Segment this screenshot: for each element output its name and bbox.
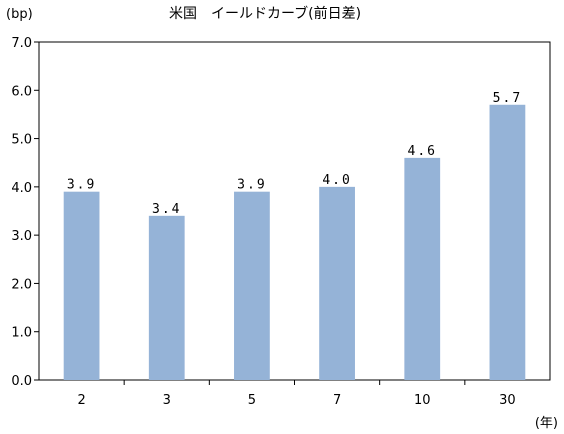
bar-5 <box>234 191 270 380</box>
y-tick-label: 5.0 <box>11 133 32 148</box>
plot-area-frame <box>38 41 551 381</box>
y-tick-label: 3.0 <box>11 229 32 244</box>
x-tick-label: 5 <box>248 393 256 408</box>
y-tick-label: 4.0 <box>11 181 32 196</box>
data-label-2: 3.9 <box>67 178 96 193</box>
bar-series: 3.9 3.4 3.9 4.0 4.6 5.7 <box>63 91 526 381</box>
bar-10 <box>404 157 441 380</box>
bar-2 <box>63 191 100 380</box>
y-tick-label: 0.0 <box>11 374 32 389</box>
bar-7 <box>319 186 355 380</box>
y-tick-label: 2.0 <box>11 277 32 292</box>
y-tick-label: 7.0 <box>11 36 32 51</box>
x-tick-label: 10 <box>414 393 431 408</box>
x-tick-label: 7 <box>333 393 341 408</box>
y-axis-unit-label: (bp) <box>6 7 33 22</box>
chart-title: 米国 イールドカーブ(前日差) <box>169 5 361 22</box>
x-tick-label: 30 <box>499 393 516 408</box>
x-axis-unit-label: (年) <box>535 416 558 431</box>
x-axis: 2 3 5 7 10 30 <box>77 380 516 408</box>
data-label-5: 3.9 <box>237 178 266 193</box>
data-label-3: 3.4 <box>152 202 181 217</box>
data-label-10: 4.6 <box>408 144 437 159</box>
y-axis: 0.0 1.0 2.0 3.0 4.0 5.0 6.0 7.0 <box>11 36 39 389</box>
x-tick-label: 3 <box>163 393 171 408</box>
bar-30 <box>489 104 526 381</box>
x-tick-label: 2 <box>77 393 85 408</box>
y-tick-label: 1.0 <box>11 326 32 341</box>
data-label-30: 5.7 <box>493 91 522 106</box>
bar-3 <box>148 215 185 380</box>
y-tick-label: 6.0 <box>11 84 32 99</box>
data-label-7: 4.0 <box>322 173 351 188</box>
